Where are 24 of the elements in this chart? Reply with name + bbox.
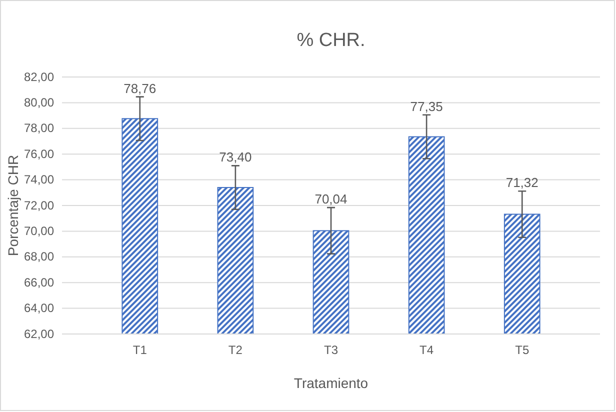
y-tick-label: 78,00 xyxy=(24,121,54,136)
data-label: 78,76 xyxy=(124,80,156,96)
y-tick-label: 76,00 xyxy=(24,146,54,161)
x-tick-label: T1 xyxy=(132,343,148,357)
data-label: 77,35 xyxy=(410,98,443,114)
chart-title: % CHR. xyxy=(296,30,366,51)
y-tick-label: 82,00 xyxy=(24,70,54,84)
x-tick-label: T3 xyxy=(324,343,338,357)
data-label: 73,40 xyxy=(219,150,252,165)
y-tick-label: 62,00 xyxy=(24,326,54,341)
y-tick-label: 70,00 xyxy=(24,224,54,238)
data-label: 71,32 xyxy=(506,175,538,190)
y-tick-label: 80,00 xyxy=(24,96,54,110)
y-axis-title: Porcentaje CHR xyxy=(5,154,21,256)
x-tick-label: T2 xyxy=(228,343,243,357)
y-tick-label: 68,00 xyxy=(24,250,54,264)
data-label: 70,04 xyxy=(314,192,348,207)
y-tick-label: 64,00 xyxy=(24,301,54,316)
x-tick-label: T4 xyxy=(420,343,434,357)
x-tick-label: T5 xyxy=(515,343,530,357)
y-tick-label: 74,00 xyxy=(24,172,54,187)
x-axis-title: Tratamiento xyxy=(294,375,368,391)
y-tick-label: 66,00 xyxy=(24,275,54,290)
y-tick-label: 72,00 xyxy=(24,198,54,212)
